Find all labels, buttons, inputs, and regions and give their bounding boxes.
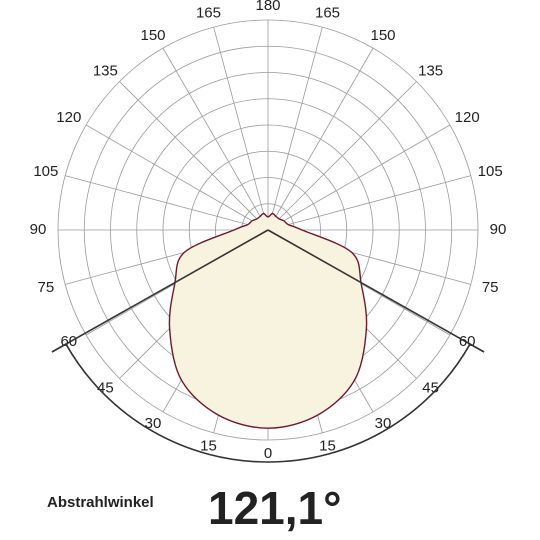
angle-tick-label: 105 <box>478 163 503 180</box>
grid-spoke <box>267 27 323 231</box>
grid-spoke <box>119 81 269 231</box>
beam-line <box>51 229 269 353</box>
beam-angle-value: 121,1° <box>208 482 342 534</box>
beam-arc <box>51 342 485 463</box>
grid-spoke <box>267 81 417 231</box>
intensity-curve <box>168 212 368 429</box>
angle-tick-label: 150 <box>370 27 395 44</box>
grid-spoke <box>267 124 451 231</box>
angle-tick-label: 0 <box>264 445 272 462</box>
angle-tick-label: 30 <box>375 415 392 432</box>
grid-spoke <box>267 175 471 231</box>
beam-angle-title: Abstrahlwinkel <box>47 494 154 511</box>
grid-spoke <box>85 124 269 231</box>
grid-spoke <box>267 47 374 231</box>
grid-spoke <box>65 175 269 231</box>
angle-tick-label: 45 <box>422 379 439 396</box>
angle-tick-label: 105 <box>33 163 58 180</box>
angle-tick-label: 90 <box>490 221 507 238</box>
angle-tick-label: 120 <box>56 109 81 126</box>
angle-tick-label: 15 <box>200 437 217 454</box>
beam-line <box>267 229 485 353</box>
angle-tick-label: 165 <box>315 5 340 22</box>
angle-tick-label: 45 <box>97 379 114 396</box>
grid-spoke <box>213 27 269 231</box>
angle-tick-label: 165 <box>196 5 221 22</box>
angle-tick-label: 90 <box>30 221 47 238</box>
angle-tick-label: 135 <box>93 63 118 80</box>
grid-spoke <box>162 47 269 231</box>
angle-tick-label: 135 <box>418 63 443 80</box>
angle-tick-label: 75 <box>37 279 54 296</box>
angle-tick-label: 150 <box>140 27 165 44</box>
angle-tick-label: 120 <box>455 109 480 126</box>
angle-tick-label: 180 <box>255 0 280 14</box>
angle-tick-label: 15 <box>319 437 336 454</box>
angle-tick-label: 75 <box>482 279 499 296</box>
angle-tick-label: 30 <box>145 415 162 432</box>
